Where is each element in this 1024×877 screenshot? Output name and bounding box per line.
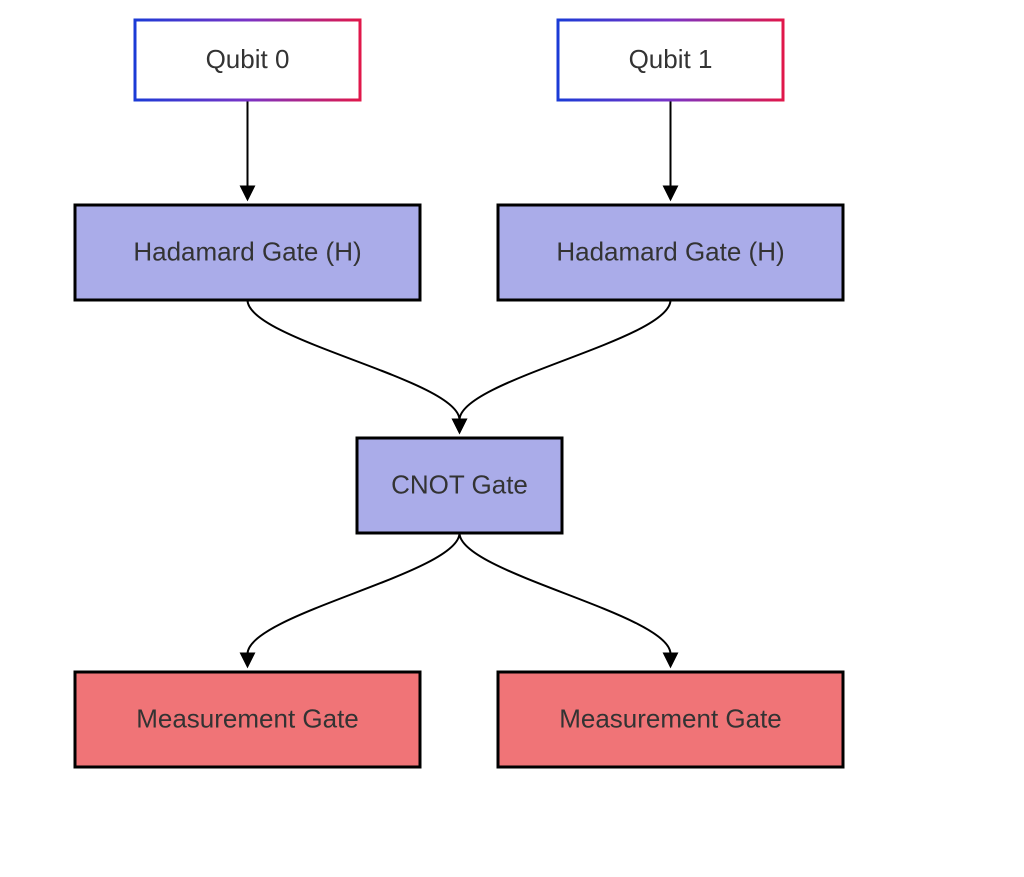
node-h1: Hadamard Gate (H) (498, 205, 843, 300)
edge-h0-to-cnot (248, 300, 460, 420)
node-h1-label: Hadamard Gate (H) (556, 236, 784, 266)
node-qubit1: Qubit 1 (558, 20, 783, 100)
edge-cnot-to-m1 (460, 533, 671, 654)
edges-layer (248, 100, 671, 654)
node-m1-label: Measurement Gate (559, 703, 782, 733)
node-m0: Measurement Gate (75, 672, 420, 767)
edge-cnot-to-m0 (248, 533, 460, 654)
node-cnot: CNOT Gate (357, 438, 562, 533)
node-qubit1-label: Qubit 1 (629, 44, 713, 74)
node-qubit0-label: Qubit 0 (206, 44, 290, 74)
node-cnot-label: CNOT Gate (391, 469, 528, 499)
edge-h1-to-cnot (460, 300, 671, 420)
node-m0-label: Measurement Gate (136, 703, 359, 733)
nodes-layer: Qubit 0 Qubit 1 Hadamard Gate (H) Hadamard … (75, 20, 843, 767)
node-h0: Hadamard Gate (H) (75, 205, 420, 300)
quantum-circuit-diagram: Qubit 0 Qubit 1 Hadamard Gate (H) Hadamard … (0, 0, 1024, 877)
node-qubit0: Qubit 0 (135, 20, 360, 100)
node-m1: Measurement Gate (498, 672, 843, 767)
node-h0-label: Hadamard Gate (H) (133, 236, 361, 266)
